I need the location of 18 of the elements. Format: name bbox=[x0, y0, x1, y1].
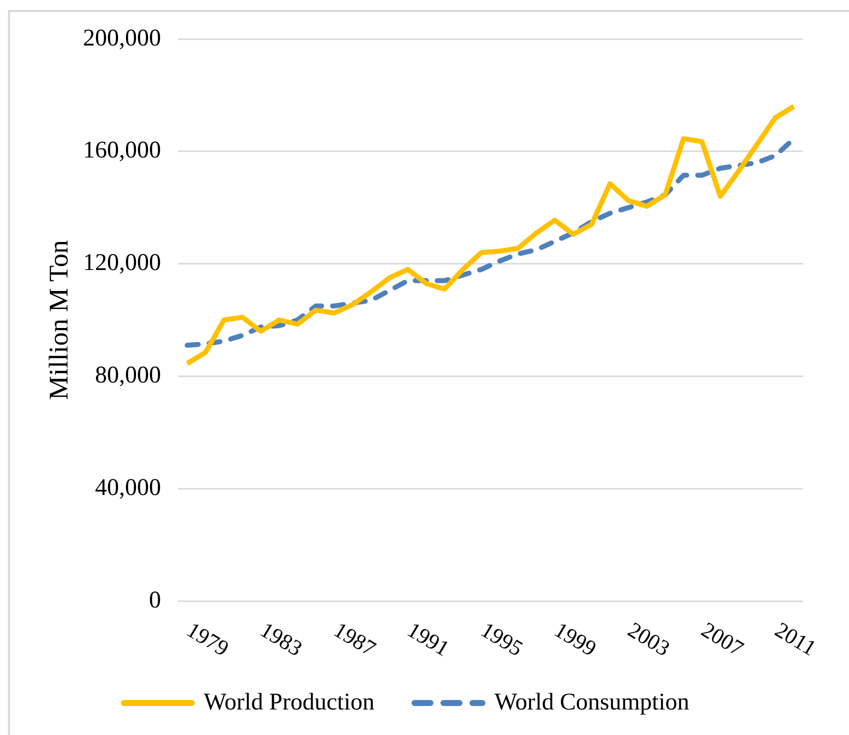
y-tick-label: 40,000 bbox=[95, 474, 161, 501]
x-tick-label: 2003 bbox=[624, 616, 674, 661]
x-tick-label: 1995 bbox=[476, 616, 528, 661]
x-tick-label: 1991 bbox=[403, 616, 454, 661]
y-tick-label: 200,000 bbox=[83, 25, 161, 52]
x-tick-label: 1983 bbox=[256, 616, 307, 661]
legend-label: World Production bbox=[204, 689, 374, 716]
x-tick-label: 1987 bbox=[330, 616, 380, 661]
y-tick-label: 120,000 bbox=[83, 250, 161, 276]
y-tick-label: 0 bbox=[149, 587, 161, 614]
y-axis-title: Million M Ton bbox=[43, 240, 74, 400]
x-tick-label: 2007 bbox=[697, 616, 748, 661]
legend-label: World Consumption bbox=[494, 689, 690, 716]
y-tick-label: 80,000 bbox=[95, 362, 161, 388]
y-tick-label: 160,000 bbox=[83, 138, 161, 164]
x-tick-label: 2011 bbox=[770, 616, 821, 660]
x-tick-label: 1979 bbox=[182, 616, 234, 661]
x-tick-label: 1999 bbox=[550, 616, 601, 661]
